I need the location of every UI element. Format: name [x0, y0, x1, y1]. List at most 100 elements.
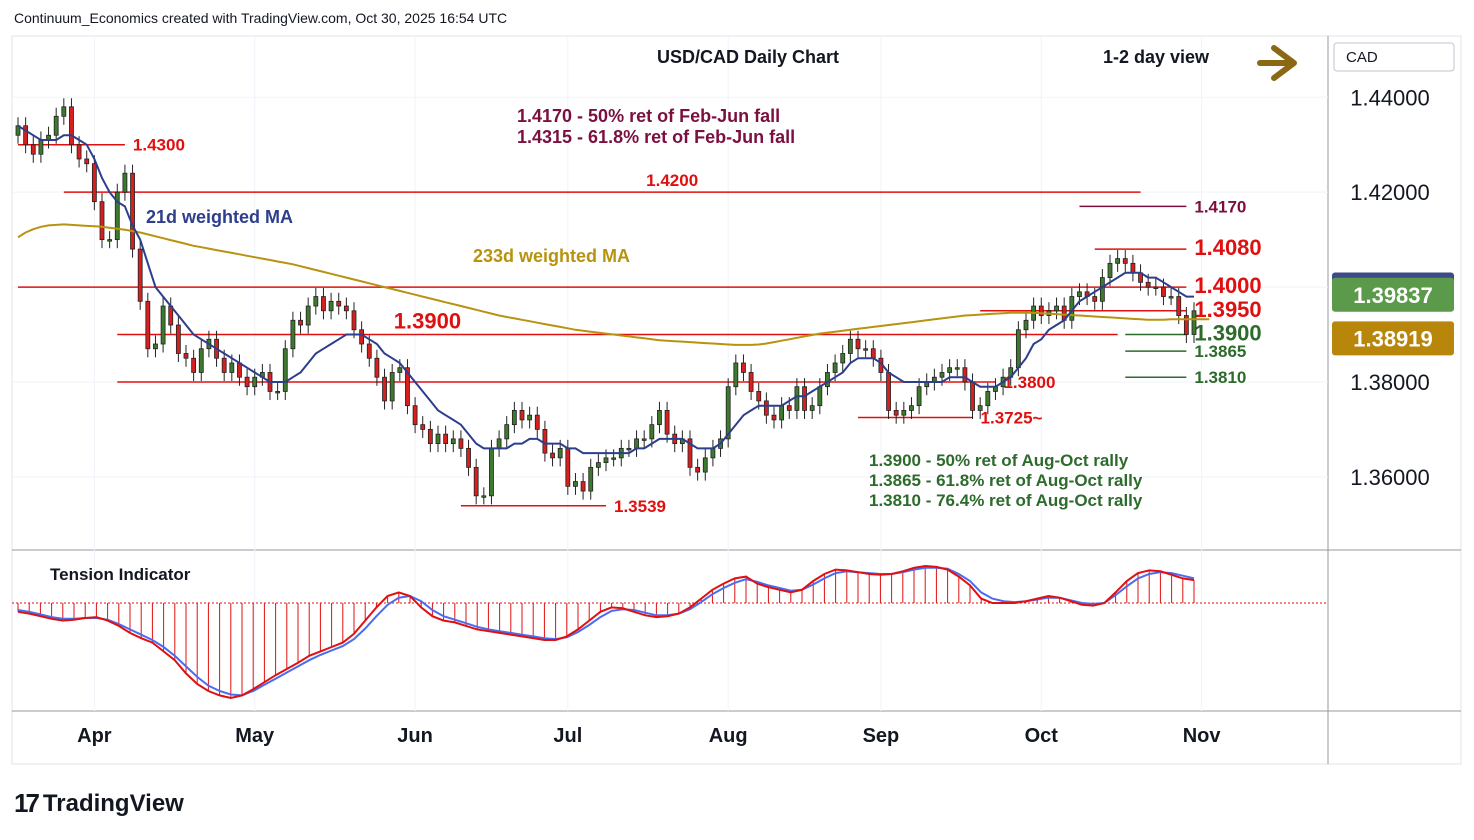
- candle-body: [725, 386, 731, 440]
- candle-body: [1130, 262, 1136, 274]
- chart-header: Continuum_Economics created with Trading…: [14, 10, 508, 26]
- ma233-label: 233d weighted MA: [473, 246, 630, 266]
- candle-body: [741, 362, 746, 373]
- candle-body: [855, 338, 861, 350]
- candle-body: [91, 163, 97, 203]
- candle-body: [695, 466, 701, 473]
- candle-body: [909, 405, 914, 411]
- usdcad-chart[interactable]: 1.43001.42001.41701.40801.40001.39501.39…: [0, 0, 1474, 780]
- candle-body: [1015, 329, 1021, 369]
- candle-body: [137, 248, 143, 302]
- level-label: 1.3800: [1003, 373, 1055, 392]
- price-badge-label: 1.39837: [1353, 283, 1433, 308]
- retracement-note: 1.3865 - 61.8% ret of Aug-Oct rally: [869, 471, 1143, 490]
- candle-body: [809, 405, 815, 411]
- x-axis-label: May: [235, 725, 275, 747]
- candle-body: [244, 376, 250, 388]
- level-label: 1.3900: [1194, 321, 1261, 346]
- arrow-head: [1271, 45, 1297, 81]
- x-axis-label: Sep: [863, 725, 900, 747]
- candle-body: [427, 428, 433, 445]
- candle-body: [802, 386, 807, 411]
- candle-body: [15, 125, 21, 136]
- candle-body: [38, 139, 44, 155]
- candle-body: [664, 410, 670, 435]
- candle-body: [1183, 315, 1189, 335]
- brand-name: TradingView: [42, 789, 184, 817]
- price-badge-bg: [1332, 277, 1454, 312]
- candle-body: [710, 447, 716, 459]
- x-axis-label: Apr: [77, 725, 112, 747]
- candle-body: [504, 424, 510, 440]
- candle-body: [290, 319, 296, 350]
- candle-body: [229, 362, 235, 373]
- candle-body: [573, 481, 578, 487]
- candle-body: [53, 115, 59, 136]
- candle-body: [511, 410, 517, 426]
- candle-body: [397, 367, 403, 373]
- candle-body: [1077, 291, 1082, 297]
- level-label: 1.3810: [1194, 368, 1246, 387]
- candle-body: [527, 414, 533, 421]
- level-label: 1.4300: [133, 136, 185, 155]
- price-badge-bg: [1332, 321, 1454, 356]
- arrow-right-icon: [1257, 45, 1297, 81]
- x-axis-label: Jul: [553, 725, 582, 747]
- level-label: 1.4080: [1194, 235, 1261, 260]
- candle-body: [1107, 262, 1113, 278]
- tradingview-brand[interactable]: 17 TradingView: [14, 788, 184, 819]
- currency-box: [1333, 42, 1455, 72]
- candle-body: [779, 405, 785, 421]
- candle-body: [1115, 258, 1121, 264]
- candle-body: [603, 457, 609, 464]
- candle-body: [351, 310, 357, 331]
- chart-frame: [11, 35, 1462, 765]
- candle-body: [886, 372, 891, 411]
- level-label: 1.4170: [1194, 197, 1246, 216]
- y-tick-label: 1.36000: [1350, 465, 1430, 490]
- candle-body: [748, 372, 754, 392]
- retracement-note: 1.4170 - 50% ret of Feb-Jun fall: [517, 106, 780, 126]
- candle-body: [328, 300, 334, 312]
- y-tick-label: 1.44000: [1350, 85, 1430, 110]
- candle-body: [634, 438, 639, 449]
- candle-body: [221, 357, 227, 373]
- candle-body: [733, 362, 739, 388]
- candle-body: [916, 386, 922, 407]
- x-axis-label: Oct: [1025, 725, 1059, 747]
- candle-body: [412, 405, 418, 426]
- candle-body: [947, 367, 953, 373]
- candle-body: [282, 348, 288, 392]
- candle-body: [23, 125, 29, 146]
- candle-body: [160, 305, 166, 345]
- candle-body: [763, 400, 769, 416]
- candle-body: [542, 428, 548, 454]
- candle-body: [657, 410, 662, 426]
- candle-body: [30, 144, 36, 155]
- candle-body: [557, 447, 563, 459]
- candle-body: [130, 172, 135, 250]
- level-label: 1.3539: [614, 497, 666, 516]
- candle-body: [847, 338, 853, 354]
- candle-body: [313, 296, 319, 307]
- tension-slow-line: [17, 566, 1195, 697]
- candle-body: [175, 324, 181, 354]
- candle-body: [832, 362, 838, 373]
- candle-body: [466, 447, 471, 468]
- candle-body: [794, 386, 800, 411]
- candle-body: [366, 343, 372, 359]
- candle-body: [450, 438, 456, 445]
- candle-body: [1168, 296, 1174, 299]
- ma233-line: [17, 223, 1210, 346]
- tradingview-logo-icon: 17: [14, 788, 40, 818]
- price-axis: CAD1.440001.420001.380001.360001.399481.…: [1332, 42, 1455, 490]
- candle-body: [870, 348, 876, 359]
- level-label: 1.3865: [1194, 342, 1246, 361]
- candle-body: [69, 106, 74, 146]
- candle-body: [1023, 319, 1029, 331]
- retracement-note: 1.3810 - 76.4% ret of Aug-Oct rally: [869, 491, 1143, 510]
- candle-body: [1122, 258, 1128, 264]
- retracement-note: 1.3900 - 50% ret of Aug-Oct rally: [869, 451, 1129, 470]
- candle-body: [252, 376, 258, 388]
- candle-body: [771, 414, 777, 421]
